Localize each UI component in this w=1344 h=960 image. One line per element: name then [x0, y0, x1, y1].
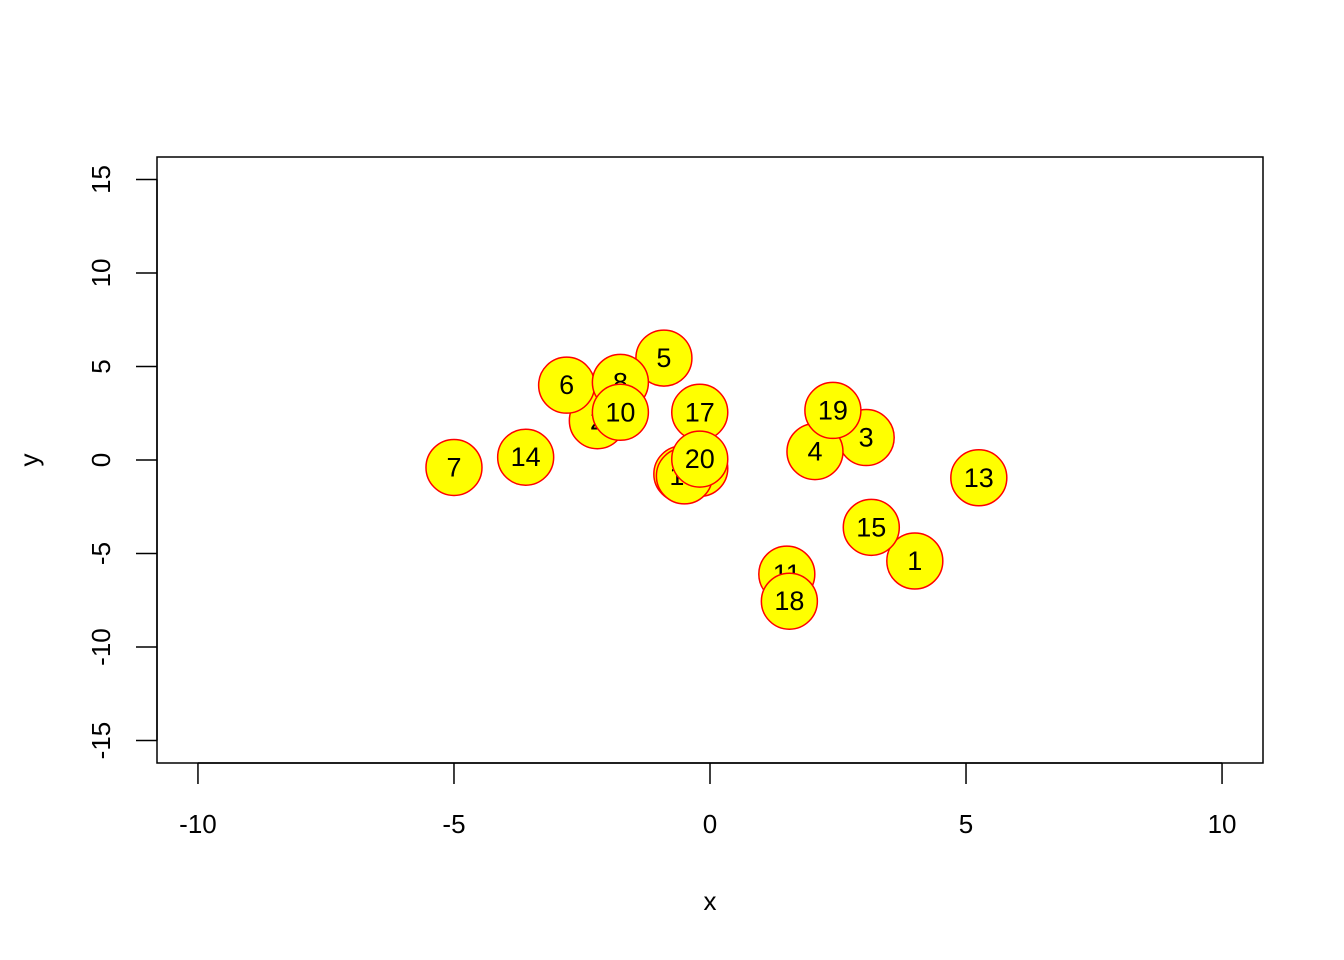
data-point-label: 13 — [964, 463, 994, 493]
data-point: 17 — [671, 383, 729, 442]
data-point: 5 — [635, 329, 693, 387]
data-point: 15 — [842, 498, 901, 557]
data-point-marker — [760, 572, 819, 630]
y-tick-label: -10 — [86, 628, 116, 666]
data-point-label: 4 — [807, 437, 822, 467]
x-tick-label: 0 — [703, 809, 717, 839]
y-axis: -15 -10 -5 0 5 10 15 — [86, 165, 158, 760]
data-point-label: 20 — [685, 444, 715, 474]
y-tick-label: 15 — [86, 165, 116, 194]
y-tick-label: 0 — [86, 453, 116, 467]
y-tick-label: -5 — [86, 542, 116, 565]
data-point-marker — [635, 329, 693, 387]
data-point-label: 14 — [511, 442, 541, 472]
data-point-marker — [842, 498, 901, 557]
x-tick-label: 5 — [959, 809, 973, 839]
x-tick-label: 10 — [1208, 809, 1237, 839]
data-point-label: 17 — [685, 397, 715, 427]
data-point-label: 7 — [446, 452, 461, 482]
data-point-label: 5 — [656, 343, 671, 373]
data-point-label: 19 — [818, 395, 848, 425]
data-point: 18 — [760, 572, 819, 630]
y-axis-label: y — [14, 454, 44, 467]
data-point: 10 — [591, 383, 650, 442]
y-tick-label: 5 — [86, 359, 116, 373]
data-points: 1234567891011121314151617181920 — [425, 329, 1008, 630]
y-tick-label: -15 — [86, 722, 116, 760]
data-point-label: 10 — [605, 397, 635, 427]
x-axis-label: x — [704, 886, 717, 916]
data-point-marker — [425, 438, 483, 497]
data-point: 6 — [537, 356, 596, 414]
y-tick-label: 10 — [86, 259, 116, 288]
data-point-marker — [591, 383, 650, 442]
x-tick-label: -10 — [179, 809, 217, 839]
data-point: 14 — [496, 428, 555, 486]
data-point-label: 3 — [859, 423, 874, 453]
x-tick-label: -5 — [442, 809, 465, 839]
data-point: 7 — [425, 438, 483, 497]
data-point-marker — [671, 430, 729, 488]
data-point: 19 — [804, 381, 862, 440]
data-point: 20 — [671, 430, 729, 488]
data-point-label: 6 — [559, 370, 574, 400]
data-point-label: 15 — [856, 512, 886, 542]
data-point: 1 — [886, 532, 944, 590]
data-point-label: 18 — [774, 586, 804, 616]
data-point-marker — [804, 381, 862, 440]
data-point-marker — [496, 428, 555, 486]
data-point-marker — [950, 449, 1008, 507]
x-axis: -10 -5 0 5 10 — [179, 762, 1237, 839]
data-point-marker — [886, 532, 944, 590]
data-point-label: 1 — [907, 546, 922, 576]
data-point: 13 — [950, 449, 1008, 507]
